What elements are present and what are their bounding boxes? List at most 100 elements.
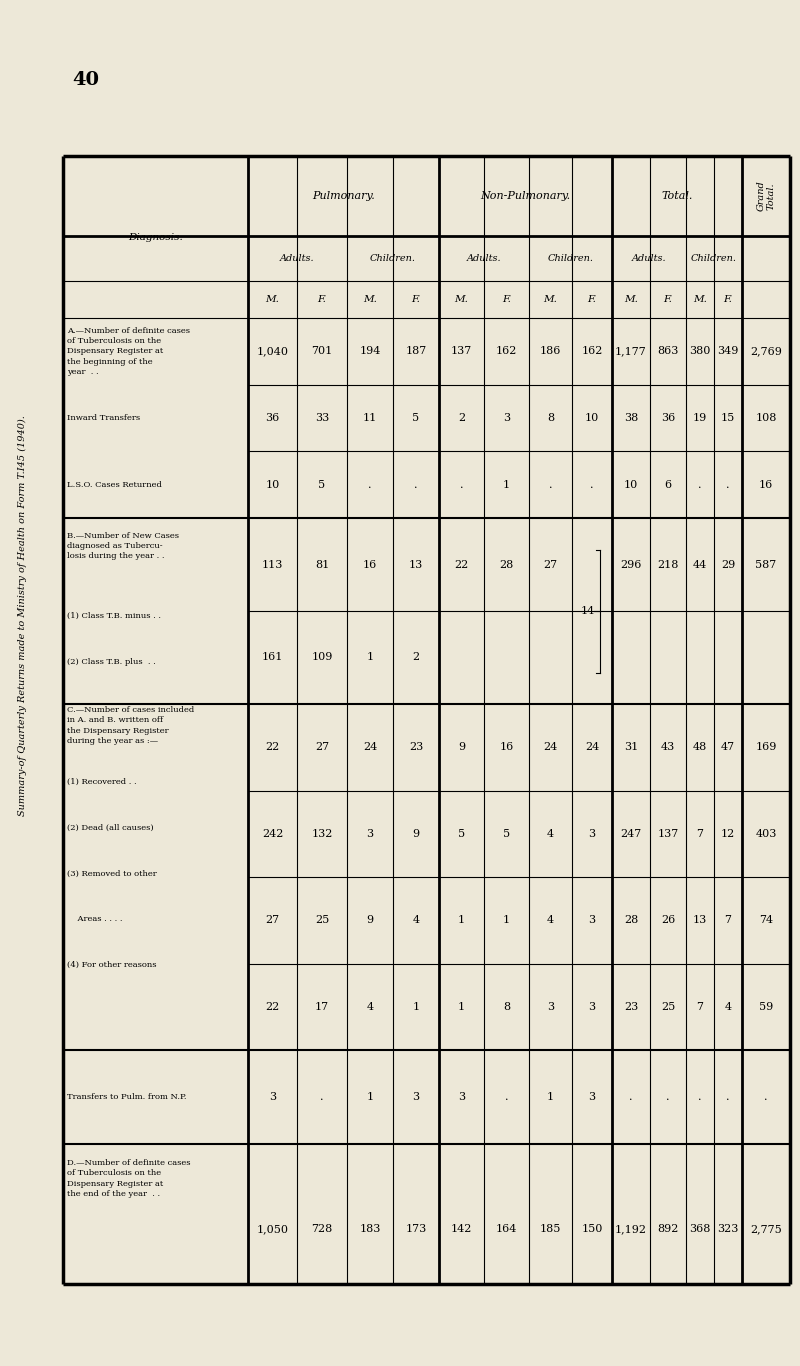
Text: 3: 3 — [589, 1091, 595, 1102]
Text: 36: 36 — [661, 413, 675, 423]
Text: M.: M. — [266, 295, 279, 305]
Text: 59: 59 — [759, 1001, 773, 1012]
Text: Diagnosis.: Diagnosis. — [128, 232, 183, 242]
Text: (3) Removed to other: (3) Removed to other — [67, 870, 157, 877]
Text: F.: F. — [502, 295, 511, 305]
Text: Children.: Children. — [547, 254, 594, 264]
Text: 10: 10 — [585, 413, 599, 423]
Text: 25: 25 — [315, 915, 329, 925]
Text: 4: 4 — [413, 915, 419, 925]
Text: 4: 4 — [547, 829, 554, 839]
Text: 24: 24 — [543, 742, 558, 753]
Text: 40: 40 — [72, 71, 99, 89]
Text: 9: 9 — [413, 829, 419, 839]
Text: 242: 242 — [262, 829, 283, 839]
Text: .: . — [590, 479, 594, 489]
Text: 19: 19 — [693, 413, 707, 423]
Text: 1: 1 — [503, 479, 510, 489]
Text: 44: 44 — [693, 560, 707, 570]
Text: 27: 27 — [315, 742, 329, 753]
Text: 185: 185 — [540, 1224, 561, 1233]
Text: 3: 3 — [589, 829, 595, 839]
Text: Children.: Children. — [370, 254, 416, 264]
Text: 36: 36 — [266, 413, 280, 423]
Text: 173: 173 — [406, 1224, 426, 1233]
Text: (2) Dead (all causes): (2) Dead (all causes) — [67, 824, 154, 832]
Text: 2: 2 — [458, 413, 465, 423]
Text: 27: 27 — [543, 560, 558, 570]
Text: 1: 1 — [413, 1001, 419, 1012]
Text: 194: 194 — [359, 347, 381, 357]
Text: 17: 17 — [315, 1001, 329, 1012]
Text: F.: F. — [318, 295, 326, 305]
Text: 161: 161 — [262, 653, 283, 663]
Text: 296: 296 — [620, 560, 642, 570]
Text: .: . — [549, 479, 552, 489]
Text: 5: 5 — [503, 829, 510, 839]
Text: Children.: Children. — [691, 254, 737, 264]
Text: 187: 187 — [406, 347, 426, 357]
Text: Inward Transfers: Inward Transfers — [67, 414, 140, 422]
Text: (1) Recovered . .: (1) Recovered . . — [67, 777, 137, 785]
Text: .: . — [764, 1091, 768, 1102]
Text: M.: M. — [454, 295, 469, 305]
Text: F.: F. — [723, 295, 733, 305]
Text: D.—Number of definite cases
of Tuberculosis on the
Dispensary Register at
the en: D.—Number of definite cases of Tuberculo… — [67, 1158, 190, 1198]
Text: 1: 1 — [503, 915, 510, 925]
Text: 22: 22 — [266, 1001, 280, 1012]
Text: B.—Number of New Cases
diagnosed as Tubercu-
losis during the year . .: B.—Number of New Cases diagnosed as Tube… — [67, 531, 179, 560]
Text: M.: M. — [624, 295, 638, 305]
Text: 13: 13 — [693, 915, 707, 925]
Text: 728: 728 — [311, 1224, 333, 1233]
Text: 2: 2 — [413, 653, 419, 663]
Text: 27: 27 — [266, 915, 279, 925]
Text: 892: 892 — [658, 1224, 678, 1233]
Text: 349: 349 — [718, 347, 738, 357]
Text: Adults.: Adults. — [280, 254, 315, 264]
Text: (1) Class T.B. minus . .: (1) Class T.B. minus . . — [67, 612, 161, 620]
Text: .: . — [698, 1091, 702, 1102]
Text: 10: 10 — [624, 479, 638, 489]
Text: 14: 14 — [581, 607, 595, 616]
Text: 28: 28 — [624, 915, 638, 925]
Text: 13: 13 — [409, 560, 423, 570]
Text: 380: 380 — [690, 347, 710, 357]
Text: 7: 7 — [725, 915, 731, 925]
Text: 169: 169 — [755, 742, 777, 753]
Text: 1: 1 — [366, 1091, 374, 1102]
Text: .: . — [698, 479, 702, 489]
Text: 162: 162 — [496, 347, 517, 357]
Text: .: . — [630, 1091, 633, 1102]
Text: 16: 16 — [363, 560, 377, 570]
Text: 8: 8 — [503, 1001, 510, 1012]
Text: 7: 7 — [697, 1001, 703, 1012]
Text: 12: 12 — [721, 829, 735, 839]
Text: 150: 150 — [582, 1224, 602, 1233]
Text: 701: 701 — [311, 347, 333, 357]
Text: (2) Class T.B. plus  . .: (2) Class T.B. plus . . — [67, 658, 156, 667]
Text: .: . — [726, 479, 730, 489]
Text: 22: 22 — [454, 560, 469, 570]
Text: .: . — [505, 1091, 508, 1102]
Text: .: . — [414, 479, 418, 489]
Text: 1: 1 — [458, 1001, 465, 1012]
Text: 23: 23 — [624, 1001, 638, 1012]
Text: 5: 5 — [413, 413, 419, 423]
Text: 1,177: 1,177 — [615, 347, 647, 357]
Text: 2,769: 2,769 — [750, 347, 782, 357]
Text: 368: 368 — [690, 1224, 710, 1233]
Text: 323: 323 — [718, 1224, 738, 1233]
Text: 863: 863 — [658, 347, 678, 357]
Text: 3: 3 — [589, 1001, 595, 1012]
Text: Summary-of Quarterly Returns made to Ministry of Health on Form T.I45 (1940).: Summary-of Quarterly Returns made to Min… — [18, 415, 26, 817]
Text: F.: F. — [411, 295, 421, 305]
Text: Adults.: Adults. — [632, 254, 666, 264]
Text: 108: 108 — [755, 413, 777, 423]
Text: 1,192: 1,192 — [615, 1224, 647, 1233]
Text: 137: 137 — [451, 347, 472, 357]
Text: Grand
Total.: Grand Total. — [756, 180, 776, 212]
Text: .: . — [320, 1091, 324, 1102]
Text: 26: 26 — [661, 915, 675, 925]
Text: Total.: Total. — [662, 191, 693, 201]
Text: 74: 74 — [759, 915, 773, 925]
